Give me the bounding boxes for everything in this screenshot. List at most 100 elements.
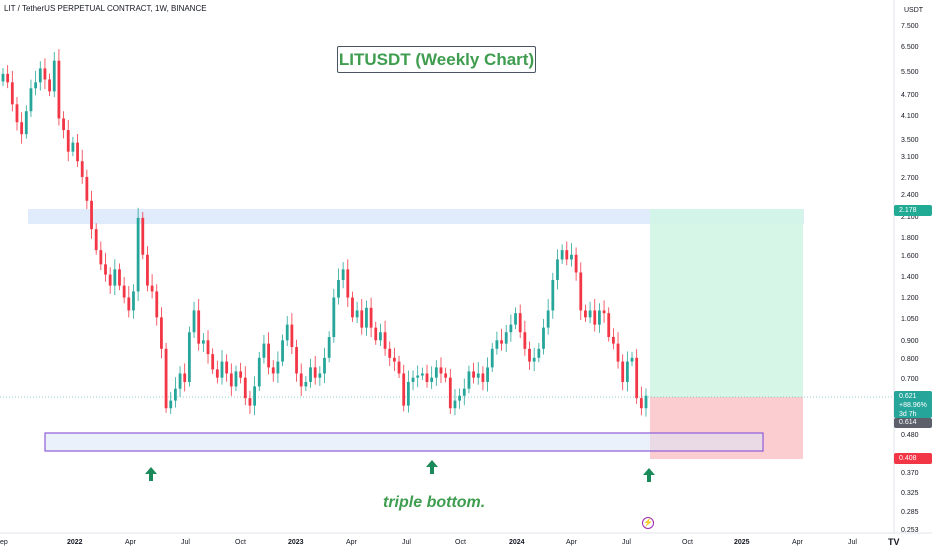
candle-body[interactable] [197,310,201,344]
candle-body[interactable] [253,386,257,406]
candle-body[interactable] [467,371,471,389]
candle-body[interactable] [43,68,47,80]
candle-body[interactable] [234,371,238,387]
candle-body[interactable] [509,324,513,333]
candle-body[interactable] [118,269,121,286]
candle-body[interactable] [80,161,84,177]
candle-body[interactable] [94,229,98,251]
tradingview-logo-icon[interactable]: TV [888,537,900,547]
candle-body[interactable] [229,373,233,387]
candle-body[interactable] [630,357,634,362]
support-range-box[interactable] [44,432,764,452]
candle-body[interactable] [99,250,103,265]
candle-body[interactable] [318,373,322,378]
candle-body[interactable] [309,367,312,382]
candle-body[interactable] [379,332,382,341]
bottom-arrow-3[interactable] [643,468,655,482]
candle-body[interactable] [281,340,284,362]
candle-body[interactable] [397,361,401,374]
candle-body[interactable] [332,297,336,338]
candle-body[interactable] [346,269,350,298]
candle-body[interactable] [160,317,163,349]
candle-body[interactable] [462,388,466,396]
candle-body[interactable] [48,79,51,92]
candle-body[interactable] [215,369,219,378]
candle-body[interactable] [616,343,620,362]
candle-body[interactable] [127,297,131,311]
candle-body[interactable] [220,361,224,378]
candle-body[interactable] [644,395,648,409]
candle-body[interactable] [444,373,448,378]
candle-body[interactable] [104,264,107,275]
candle-body[interactable] [271,367,275,374]
candle-body[interactable] [76,142,79,162]
candle-body[interactable] [15,104,19,123]
candle-body[interactable] [29,88,33,112]
candle-body[interactable] [323,357,326,374]
candle-body[interactable] [183,373,187,382]
candle-body[interactable] [383,332,387,349]
candle-body[interactable] [304,381,308,387]
candle-body[interactable] [621,361,625,382]
candle-body[interactable] [425,373,429,382]
candle-body[interactable] [295,347,298,374]
candle-body[interactable] [52,60,56,92]
candle-body[interactable] [6,73,10,83]
candle-body[interactable] [146,254,149,286]
candle-body[interactable] [639,398,643,409]
candle-body[interactable] [85,176,89,201]
candle-body[interactable] [579,272,583,311]
candle-body[interactable] [155,291,159,318]
candle-body[interactable] [434,367,438,378]
candle-body[interactable] [290,324,294,348]
candle-body[interactable] [141,217,145,255]
candle-body[interactable] [504,332,508,344]
triple-bottom-annotation[interactable]: triple bottom. [383,494,486,511]
candle-body[interactable] [476,373,480,378]
candle-body[interactable] [164,348,168,409]
candle-body[interactable] [635,357,639,399]
candle-body[interactable] [439,367,443,374]
candle-body[interactable] [574,254,578,273]
candle-body[interactable] [337,279,340,298]
chart-title-box[interactable]: LITUSDT (Weekly Chart) [337,46,536,73]
candle-body[interactable] [248,398,252,406]
candle-body[interactable] [392,357,396,362]
candle-body[interactable] [34,82,38,89]
candle-body[interactable] [495,340,499,349]
candle-body[interactable] [565,250,569,260]
candle-body[interactable] [57,60,61,119]
candle-body[interactable] [360,310,364,328]
candle-body[interactable] [66,130,70,152]
candle-body[interactable] [225,361,229,374]
candle-body[interactable] [341,269,345,280]
lightning-replay-icon[interactable]: ⚡ [642,517,654,529]
candle-body[interactable] [490,348,494,368]
candle-body[interactable] [132,291,135,311]
candle-body[interactable] [285,324,289,341]
candle-body[interactable] [365,307,368,328]
candle-body[interactable] [206,340,210,355]
candle-body[interactable] [351,297,354,318]
candle-body[interactable] [453,400,457,409]
candle-body[interactable] [602,310,606,314]
candle-body[interactable] [542,327,545,349]
candle-body[interactable] [355,310,359,318]
candle-body[interactable] [458,395,462,401]
candle-body[interactable] [430,377,434,382]
candle-body[interactable] [276,361,280,374]
candle-body[interactable] [528,348,531,362]
candle-body[interactable] [169,400,173,409]
candle-body[interactable] [448,377,452,409]
candle-body[interactable] [532,357,536,362]
candle-body[interactable] [38,68,42,83]
candle-body[interactable] [113,269,117,286]
candle-body[interactable] [593,310,597,325]
candle-body[interactable] [150,285,154,292]
candle-body[interactable] [472,371,475,378]
resistance-zone[interactable] [28,209,804,224]
candle-body[interactable] [598,310,601,325]
candle-body[interactable] [560,250,564,260]
candle-body[interactable] [546,310,550,328]
candle-body[interactable] [136,217,140,292]
